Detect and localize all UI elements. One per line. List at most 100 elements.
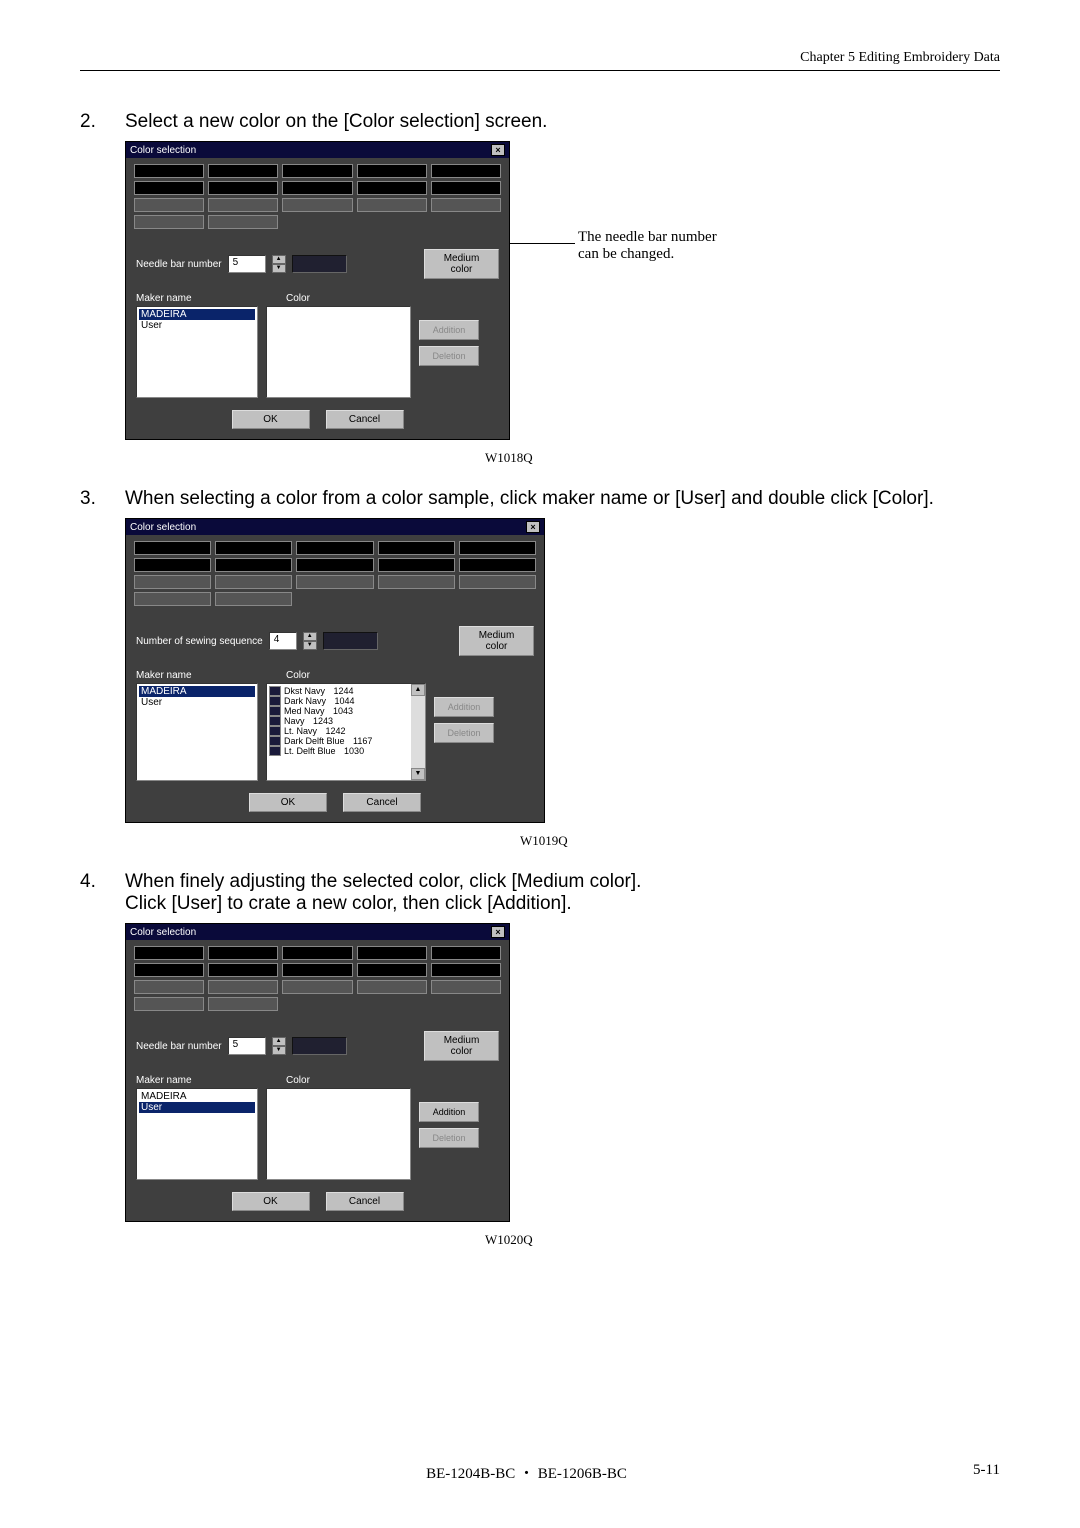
swatch[interactable] — [134, 198, 204, 212]
swatch[interactable] — [134, 181, 204, 195]
swatch[interactable] — [208, 980, 278, 994]
swatch[interactable] — [208, 997, 278, 1011]
spinner[interactable]: ▲▼ — [303, 632, 317, 650]
list-item[interactable]: Navy 1243 — [269, 716, 423, 726]
scrollbar[interactable]: ▲▼ — [411, 684, 425, 780]
maker-list[interactable]: MADEIRA User — [136, 306, 258, 398]
spin-down-icon[interactable]: ▼ — [272, 264, 286, 273]
swatch[interactable] — [134, 946, 204, 960]
swatch[interactable] — [215, 592, 292, 606]
spin-down-icon[interactable]: ▼ — [272, 1046, 286, 1055]
swatch[interactable] — [134, 592, 211, 606]
swatch[interactable] — [134, 997, 204, 1011]
seq-input[interactable]: 4 — [269, 632, 297, 650]
swatch[interactable] — [134, 164, 204, 178]
swatch[interactable] — [215, 541, 292, 555]
spin-up-icon[interactable]: ▲ — [272, 255, 286, 264]
swatch[interactable] — [208, 946, 278, 960]
swatch[interactable] — [208, 164, 278, 178]
close-icon[interactable]: × — [491, 926, 505, 938]
addition-button: Addition — [434, 697, 494, 717]
swatch[interactable] — [357, 198, 427, 212]
color-list[interactable]: Dkst Navy 1244 Dark Navy 1044 Med Navy 1… — [266, 683, 426, 781]
maker-list[interactable]: MADEIRA User — [136, 1088, 258, 1180]
swatch[interactable] — [282, 181, 352, 195]
swatch[interactable] — [282, 198, 352, 212]
scroll-up-icon[interactable]: ▲ — [411, 684, 425, 696]
swatch[interactable] — [282, 164, 352, 178]
list-item[interactable]: MADEIRA — [139, 309, 255, 320]
maker-list[interactable]: MADEIRA User — [136, 683, 258, 781]
spin-down-icon[interactable]: ▼ — [303, 641, 317, 650]
list-item[interactable]: Lt. Navy 1242 — [269, 726, 423, 736]
ok-button[interactable]: OK — [249, 793, 327, 812]
swatch[interactable] — [378, 541, 455, 555]
swatch[interactable] — [357, 181, 427, 195]
swatch[interactable] — [282, 946, 352, 960]
swatch[interactable] — [431, 946, 501, 960]
spinner[interactable]: ▲▼ — [272, 1037, 286, 1055]
list-item[interactable]: Dark Navy 1044 — [269, 696, 423, 706]
swatch[interactable] — [431, 963, 501, 977]
list-item[interactable]: User — [139, 697, 255, 708]
list-item[interactable]: MADEIRA — [139, 686, 255, 697]
swatch[interactable] — [134, 980, 204, 994]
swatch[interactable] — [459, 541, 536, 555]
swatch[interactable] — [282, 963, 352, 977]
close-icon[interactable]: × — [491, 144, 505, 156]
color-list[interactable] — [266, 1088, 411, 1180]
swatch[interactable] — [431, 198, 501, 212]
swatch[interactable] — [134, 215, 204, 229]
swatch[interactable] — [357, 164, 427, 178]
swatch[interactable] — [357, 946, 427, 960]
list-item[interactable]: User — [139, 320, 255, 331]
swatch[interactable] — [431, 980, 501, 994]
swatch[interactable] — [282, 980, 352, 994]
addition-button[interactable]: Addition — [419, 1102, 479, 1122]
list-item[interactable]: User — [139, 1102, 255, 1113]
cancel-button[interactable]: Cancel — [343, 793, 421, 812]
scroll-down-icon[interactable]: ▼ — [411, 768, 425, 780]
swatch[interactable] — [134, 558, 211, 572]
list-item[interactable]: Med Navy 1043 — [269, 706, 423, 716]
swatch[interactable] — [459, 558, 536, 572]
list-item[interactable]: MADEIRA — [139, 1091, 255, 1102]
swatch[interactable] — [296, 541, 373, 555]
swatch[interactable] — [134, 541, 211, 555]
list-item[interactable]: Dark Delft Blue 1167 — [269, 736, 423, 746]
swatch[interactable] — [134, 575, 211, 589]
spin-up-icon[interactable]: ▲ — [272, 1037, 286, 1046]
swatch[interactable] — [215, 575, 292, 589]
swatch[interactable] — [208, 198, 278, 212]
needle-bar-input[interactable]: 5 — [228, 1037, 266, 1055]
swatch[interactable] — [215, 558, 292, 572]
swatch[interactable] — [431, 164, 501, 178]
medium-color-button[interactable]: Medium color — [424, 249, 499, 279]
close-icon[interactable]: × — [526, 521, 540, 533]
swatch[interactable] — [208, 215, 278, 229]
swatch[interactable] — [431, 181, 501, 195]
swatch[interactable] — [378, 558, 455, 572]
swatch[interactable] — [459, 575, 536, 589]
ok-button[interactable]: OK — [232, 410, 310, 429]
spin-up-icon[interactable]: ▲ — [303, 632, 317, 641]
list-item[interactable]: Dkst Navy 1244 — [269, 686, 423, 696]
spinner[interactable]: ▲▼ — [272, 255, 286, 273]
dialog-title: Color selection — [130, 145, 196, 156]
swatch[interactable] — [208, 181, 278, 195]
swatch[interactable] — [296, 558, 373, 572]
medium-color-button[interactable]: Medium color — [424, 1031, 499, 1061]
medium-color-button[interactable]: Medium color — [459, 626, 534, 656]
swatch[interactable] — [296, 575, 373, 589]
cancel-button[interactable]: Cancel — [326, 410, 404, 429]
swatch[interactable] — [134, 963, 204, 977]
needle-bar-input[interactable]: 5 — [228, 255, 266, 273]
swatch[interactable] — [208, 963, 278, 977]
list-item[interactable]: Lt. Delft Blue 1030 — [269, 746, 423, 756]
swatch[interactable] — [357, 963, 427, 977]
color-list[interactable] — [266, 306, 411, 398]
swatch[interactable] — [378, 575, 455, 589]
cancel-button[interactable]: Cancel — [326, 1192, 404, 1211]
ok-button[interactable]: OK — [232, 1192, 310, 1211]
swatch[interactable] — [357, 980, 427, 994]
